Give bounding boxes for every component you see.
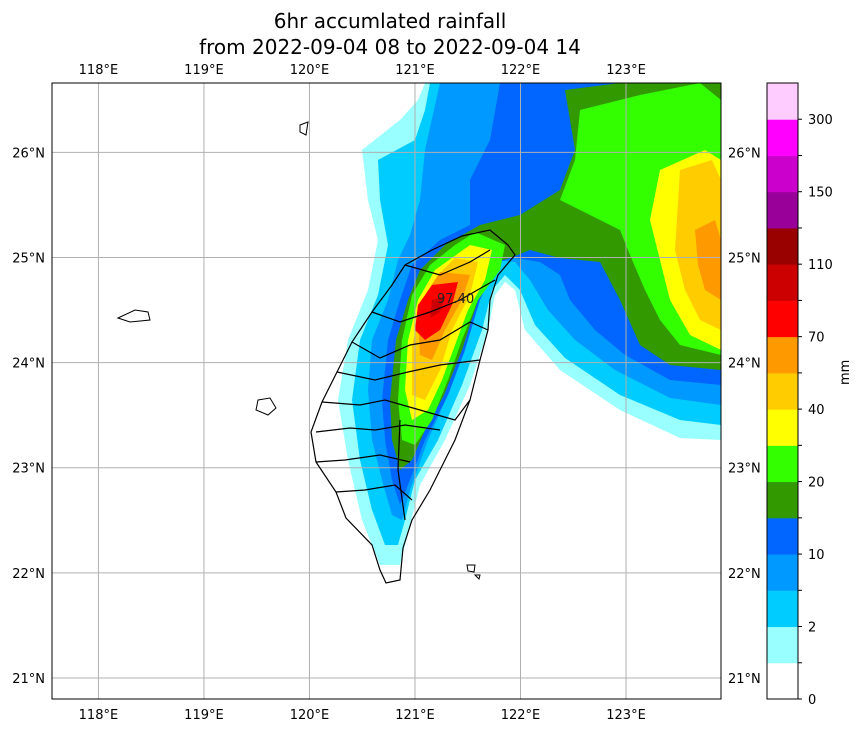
lon-tick-label-bottom: 121°E xyxy=(395,708,435,723)
colorbar-segment xyxy=(767,264,798,301)
lat-tick-label-left: 22°N xyxy=(12,567,45,582)
rain-contour-50mm xyxy=(695,220,721,300)
axis-ticks: 118°E 118°E 119°E 119°E 120°E 120°E 121°E 121°E… xyxy=(12,63,761,723)
colorbar-tick-label: 10 xyxy=(808,548,825,563)
lat-tick-label-right: 22°N xyxy=(728,567,761,582)
county-boundary xyxy=(335,484,413,501)
island-matsu xyxy=(299,121,309,136)
island-penghu xyxy=(255,397,277,416)
rainfall-contours xyxy=(338,83,721,565)
lon-tick-label-top: 118°E xyxy=(79,63,119,78)
max-rainfall-label: 97.40 xyxy=(437,292,474,307)
lon-tick-label-bottom: 122°E xyxy=(501,708,541,723)
county-boundary xyxy=(351,321,489,359)
colorbar-segment xyxy=(767,590,798,628)
colorbar: 0 2 10 20 40 70 110 150 300 xyxy=(766,82,833,708)
map-frame xyxy=(51,82,722,700)
lat-tick-label-right: 25°N xyxy=(728,251,761,266)
rain-contour-90mm xyxy=(430,296,445,318)
colorbar-tick-label: 150 xyxy=(808,186,833,201)
colorbar-segment xyxy=(767,517,798,555)
colorbar-segment xyxy=(767,227,798,265)
lon-tick-label-top: 119°E xyxy=(184,63,224,78)
colorbar-segment xyxy=(767,662,798,700)
title-line-1: 6hr accumlated rainfall xyxy=(273,9,507,33)
gridlines xyxy=(52,83,721,699)
colorbar-segment xyxy=(767,626,798,664)
lat-tick-label-right: 23°N xyxy=(728,462,761,477)
colorbar-segment xyxy=(767,372,798,410)
lon-tick-label-bottom: 123°E xyxy=(606,708,646,723)
colorbar-tick-label: 70 xyxy=(808,331,825,346)
title-line-2: from 2022-09-04 08 to 2022-09-04 14 xyxy=(199,35,581,59)
lat-tick-label-left: 23°N xyxy=(12,462,45,477)
islands xyxy=(116,121,481,580)
colorbar-segment xyxy=(767,409,798,446)
lon-tick-label-top: 120°E xyxy=(290,63,330,78)
colorbar-tick-label: 0 xyxy=(808,693,816,708)
coastline-and-boundaries xyxy=(310,229,516,584)
lon-tick-label-bottom: 119°E xyxy=(184,708,224,723)
lon-tick-label-top: 121°E xyxy=(395,63,435,78)
county-boundary xyxy=(315,424,441,433)
colorbar-tick-label: 110 xyxy=(808,258,833,273)
lon-tick-label-top: 123°E xyxy=(606,63,646,78)
colorbar-segment xyxy=(767,481,798,519)
colorbar-tick-label: 2 xyxy=(808,621,816,636)
lat-tick-label-right: 24°N xyxy=(728,357,761,372)
colorbar-segment xyxy=(767,300,798,338)
colorbar-tick-label: 300 xyxy=(808,113,833,128)
taiwan-outline xyxy=(310,229,516,584)
lat-tick-label-left: 21°N xyxy=(12,672,45,687)
lon-tick-label-bottom: 120°E xyxy=(290,708,330,723)
colorbar-segment xyxy=(767,83,798,120)
lat-tick-label-left: 26°N xyxy=(12,146,45,161)
island-green xyxy=(466,564,476,573)
lon-tick-label-bottom: 118°E xyxy=(79,708,119,723)
island-lanyu xyxy=(473,574,481,580)
colorbar-tick-label: 40 xyxy=(808,403,825,418)
lat-tick-label-right: 26°N xyxy=(728,146,761,161)
county-boundary xyxy=(404,249,491,276)
lat-tick-label-left: 25°N xyxy=(12,251,45,266)
colorbar-segment xyxy=(767,445,798,483)
colorbar-tick-label: 20 xyxy=(808,476,825,491)
county-boundary xyxy=(371,279,496,323)
lat-tick-label-right: 21°N xyxy=(728,672,761,687)
colorbar-segment xyxy=(767,155,798,193)
colorbar-frame xyxy=(766,82,799,700)
lon-tick-label-top: 122°E xyxy=(501,63,541,78)
county-boundary xyxy=(336,359,481,381)
colorbar-segment xyxy=(767,336,798,374)
county-boundary xyxy=(321,399,471,421)
colorbar-unit-label: mm xyxy=(838,359,853,385)
county-boundary xyxy=(315,454,411,463)
island-kinmen xyxy=(116,309,151,323)
colorbar-segment xyxy=(767,191,798,229)
lat-tick-label-left: 24°N xyxy=(12,357,45,372)
colorbar-segment xyxy=(767,554,798,591)
colorbar-segment xyxy=(767,119,798,156)
county-boundary xyxy=(397,419,406,521)
